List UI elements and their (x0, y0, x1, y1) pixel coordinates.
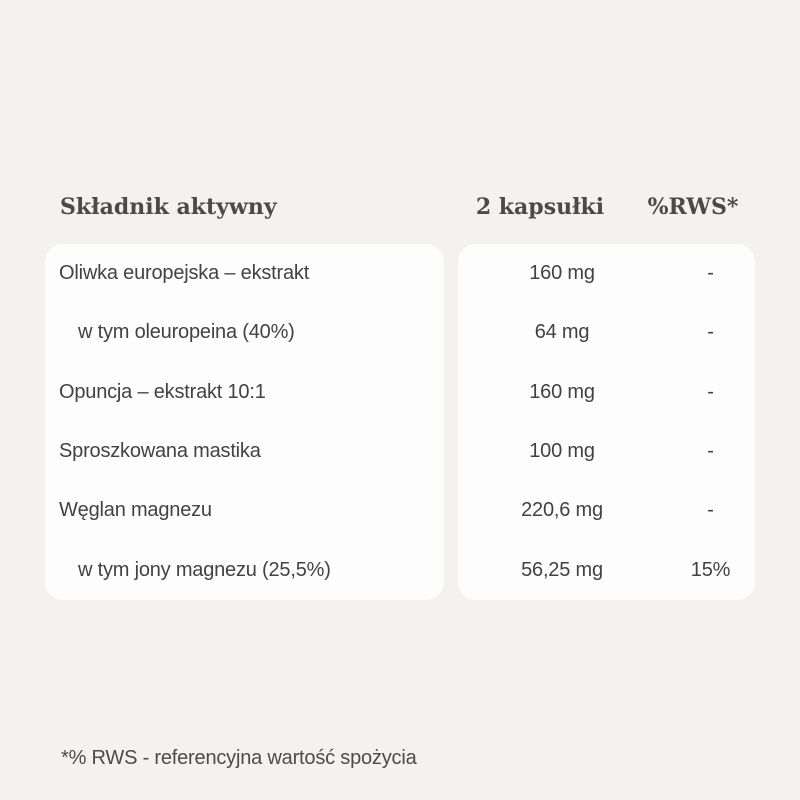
ingredient-rws-value: - (707, 262, 714, 285)
ingredient-names-card: Oliwka europejska – ekstrakt w tym oleuro… (45, 244, 444, 600)
ingredient-name: Opuncja – ekstrakt 10:1 (59, 380, 266, 403)
table-row-values: 56,25 mg 15% (458, 541, 755, 600)
ingredient-values-card: 160 mg - 64 mg - 160 mg - 100 mg - 220,6 mg - 56,2… (458, 244, 755, 600)
ingredient-name: Węglan magnezu (59, 499, 212, 522)
table-row-values: 220,6 mg - (458, 481, 755, 540)
ingredient-amount: 160 mg (529, 380, 595, 403)
ingredient-amount: 64 mg (534, 321, 590, 344)
ingredient-amount: 160 mg (529, 262, 595, 285)
rws-footnote: *% RWS - referencyjna wartość spożycia (61, 747, 417, 769)
ingredient-amount: 220,6 mg (521, 499, 603, 522)
table-row-values: 160 mg - (458, 244, 755, 303)
ingredient-rws-value: - (707, 380, 714, 403)
table-row-values: 160 mg - (458, 363, 755, 422)
ingredient-amount: 56,25 mg (521, 558, 603, 581)
ingredient-name: Sproszkowana mastika (59, 440, 261, 463)
column-header-ingredient: Składnik aktywny (60, 194, 277, 220)
table-row-values: 100 mg - (458, 422, 755, 481)
ingredient-rws-value: - (707, 321, 714, 344)
column-header-rws: %RWS* (647, 194, 739, 220)
ingredient-rws-value: - (707, 499, 714, 522)
ingredient-rws-value: - (707, 440, 714, 463)
ingredient-name: w tym jony magnezu (25,5%) (78, 558, 331, 581)
column-header-amount: 2 kapsułki (475, 194, 605, 220)
ingredient-name: Oliwka europejska – ekstrakt (59, 262, 310, 285)
table-row-values: 64 mg - (458, 303, 755, 362)
ingredient-rws-value: 15% (690, 558, 731, 581)
ingredient-name: w tym oleuropeina (40%) (78, 321, 295, 344)
ingredient-amount: 100 mg (529, 440, 595, 463)
